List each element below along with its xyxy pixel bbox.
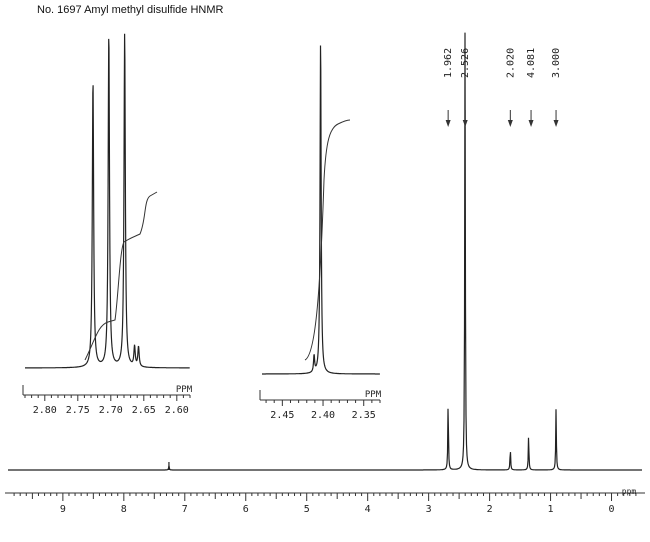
integral-value: 2.526 <box>460 48 471 78</box>
main-tick-label: 0 <box>609 504 615 515</box>
main-tick-label: 2 <box>487 504 493 515</box>
main-axis-label: ppm <box>622 487 637 496</box>
inset-integral-curve <box>84 191 158 361</box>
integral-arrowhead <box>553 120 559 127</box>
inset-tick-label: 2.35 <box>352 410 376 421</box>
inset-axis-label: PPM <box>365 390 382 400</box>
integral-labels: 1.962 2.526 2.020 4.081 3.000 <box>443 48 562 127</box>
main-tick-label: 3 <box>426 504 432 515</box>
inset-tick-label: 2.45 <box>270 410 294 421</box>
main-tick-label: 1 <box>548 504 554 515</box>
inset-axis-label: PPM <box>176 385 193 395</box>
main-tick-label: 9 <box>60 504 66 515</box>
main-trace-group <box>8 32 642 471</box>
main-tick-label: 6 <box>243 504 249 515</box>
integral-value: 3.000 <box>551 48 562 78</box>
main-spectrum-line <box>8 32 642 471</box>
chart-title: No. 1697 Amyl methyl disulfide HNMR <box>37 4 224 16</box>
inset-tick-label: 2.60 <box>165 405 189 416</box>
inset-tick-label: 2.70 <box>99 405 123 416</box>
inset-spectrum-line <box>25 33 190 369</box>
integral-value: 2.020 <box>505 48 516 78</box>
integral-arrowhead <box>528 120 534 127</box>
inset-tick-label: 2.65 <box>132 405 156 416</box>
integral-arrowhead <box>445 120 451 127</box>
integral-arrowhead <box>507 120 513 127</box>
inset-integral-curve <box>304 119 351 361</box>
integral-value: 4.081 <box>526 48 537 78</box>
integral-arrowhead <box>462 120 468 127</box>
inset-tick-label: 2.75 <box>66 405 90 416</box>
inset-2.6-2.8ppm: 2.80 2.75 2.70 2.65 2.60 PPM <box>22 33 193 416</box>
main-tick-label: 8 <box>121 504 127 515</box>
integral-value: 1.962 <box>443 48 454 78</box>
inset-2.35-2.45ppm: 2.45 2.40 2.35 PPM <box>259 45 382 421</box>
main-tick-label: 7 <box>182 504 188 515</box>
inset-tick-label: 2.80 <box>33 405 57 416</box>
main-tick-label: 5 <box>304 504 310 515</box>
main-axis: 9 8 7 6 5 4 3 2 1 0 ppm <box>5 487 645 515</box>
main-tick-label: 4 <box>365 504 371 515</box>
inset-tick-label: 2.40 <box>311 410 335 421</box>
inset-spectrum-line <box>262 45 380 375</box>
